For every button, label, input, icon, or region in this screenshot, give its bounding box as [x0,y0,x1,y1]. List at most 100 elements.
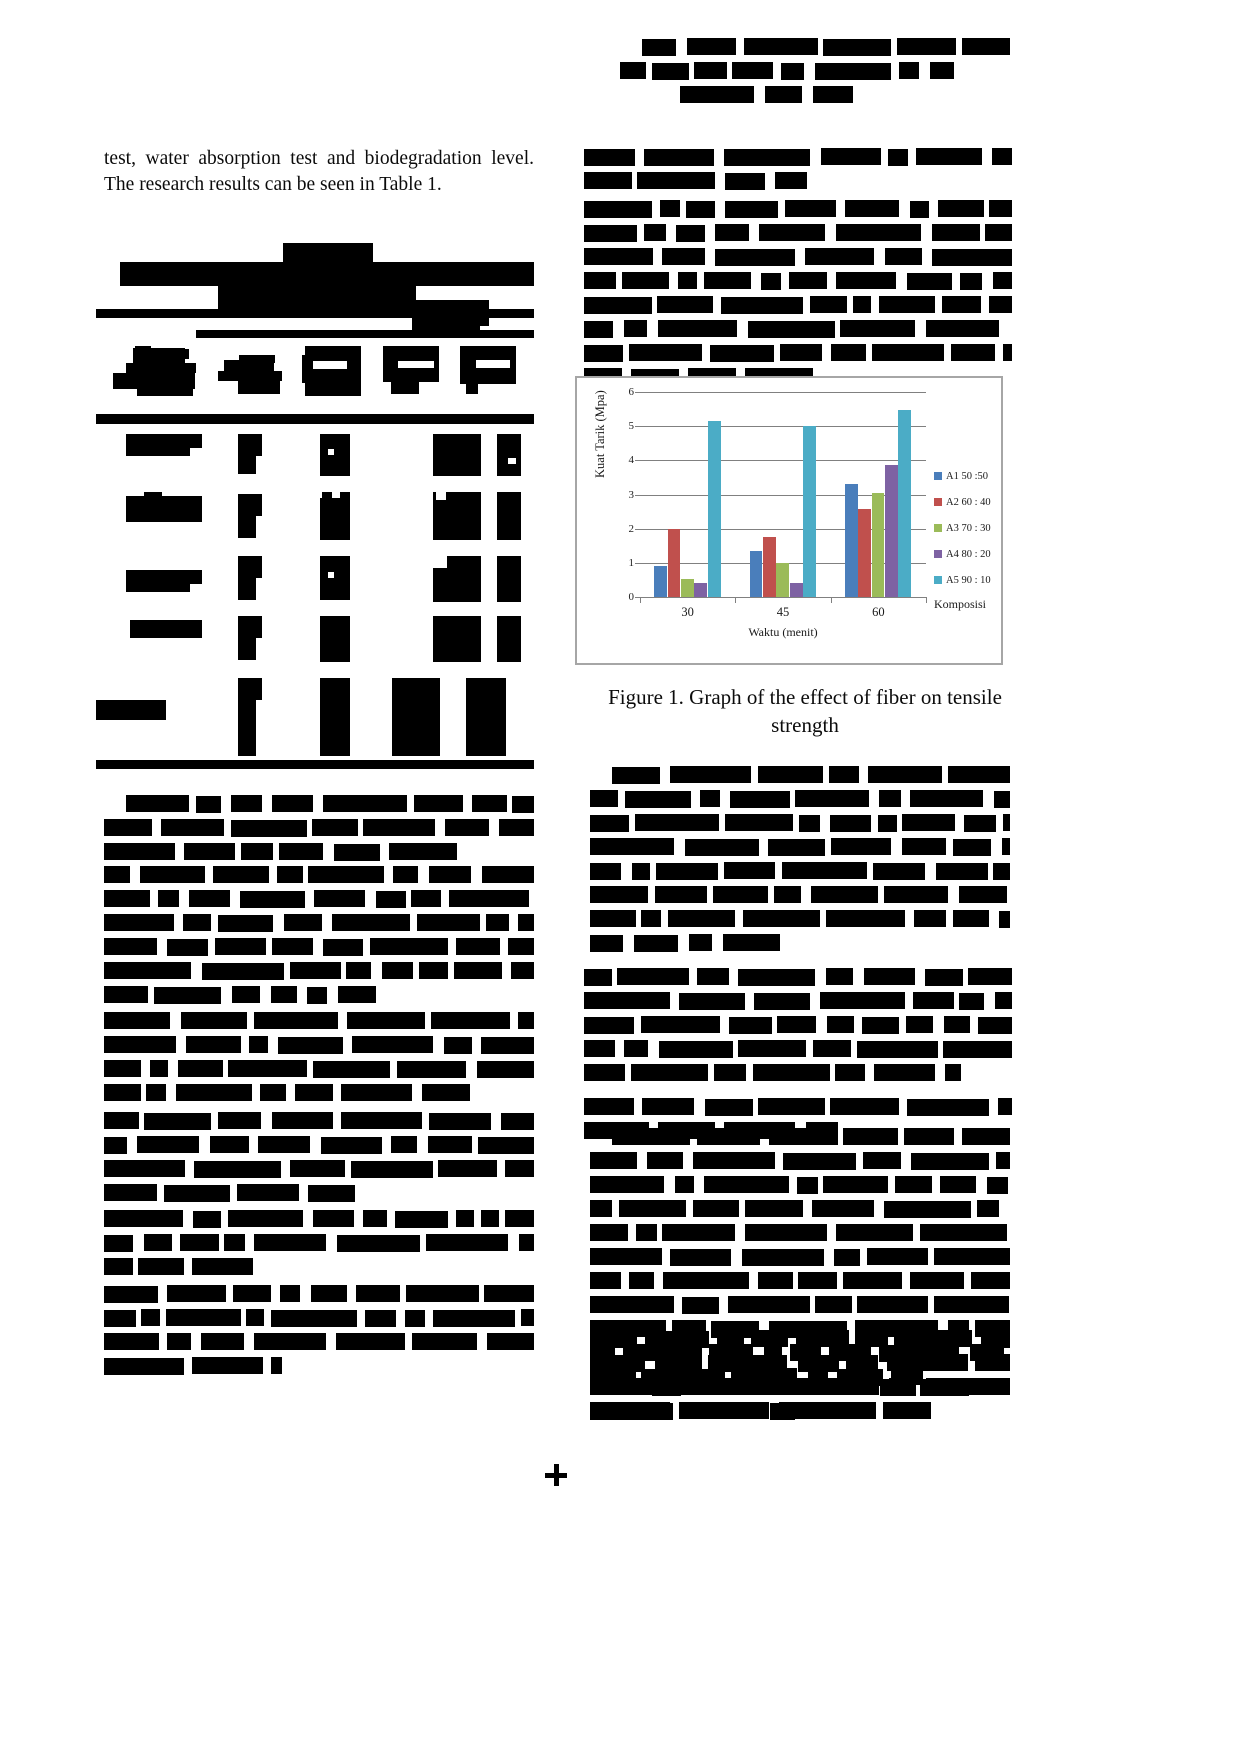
redaction-block [120,262,534,286]
redaction-block [913,992,954,1009]
redaction-block [853,296,871,313]
redaction-block [758,1098,825,1115]
redaction-block [96,309,534,318]
redaction-block [320,678,350,756]
redaction-block [363,1210,387,1227]
redaction-block [584,992,670,1009]
redaction-block [104,1358,184,1375]
redaction-block [823,39,891,56]
redaction-block [864,968,915,985]
redaction-block [347,1012,425,1029]
redaction-block [584,272,616,289]
chart-y-tick-label: 2 [628,522,635,535]
redaction-block [144,1234,172,1251]
redaction-block [975,1354,1010,1371]
redaction-block [662,248,705,265]
chart-x-tick-label: 30 [681,605,694,619]
redaction-block [476,360,510,368]
redaction-block [810,296,847,313]
redaction-block [295,1084,333,1101]
redaction-block [964,815,996,832]
redaction-block [799,815,820,832]
legend-item: A2 60 : 40 [934,489,1000,515]
redaction-block [934,1296,1009,1313]
redaction-block [130,620,202,638]
redaction-block [897,38,956,55]
redaction-block [694,62,727,79]
redaction-block [977,1200,999,1217]
chart-y-tick-mark [635,426,640,428]
chart-bar-group: 30 [640,392,735,619]
legend-item-label: A4 80 : 20 [946,548,991,560]
redaction-block [328,572,334,578]
redaction-block [843,1272,902,1289]
redaction-block [466,678,506,756]
redaction-block [745,1200,803,1217]
redaction-block [884,886,948,903]
redaction-block [584,321,613,338]
redaction-block [811,886,878,903]
redaction-block [625,791,691,808]
redaction-block [590,1176,664,1193]
redaction-block [906,1016,933,1033]
redaction-block [883,1402,931,1419]
redaction-block [985,224,1012,241]
chart-y-tick-label: 3 [628,488,635,501]
redaction-block [104,1258,133,1275]
redaction-block [196,330,534,338]
redaction-block [631,1064,708,1081]
redaction-block [508,458,516,464]
redaction-block [271,1357,282,1374]
redaction-block [943,1041,1012,1058]
redaction-block [962,1128,1010,1145]
redaction-block [422,1084,470,1101]
redaction-block [968,968,1012,985]
redaction-block [835,1064,865,1081]
redaction-block [104,1333,159,1350]
redaction-block [140,866,205,883]
redaction-block [914,910,946,927]
redaction-block [512,796,534,813]
redaction-block [962,38,1010,55]
redaction-block [414,795,463,812]
redaction-block [340,492,350,500]
redaction-block [936,863,988,880]
chart-y-tick-label: 0 [628,591,635,603]
redaction-block [738,1040,806,1057]
redaction-block [260,1084,286,1101]
redaction-block [104,1310,136,1327]
redaction-block [272,1112,333,1129]
legend-swatch-icon [934,576,942,584]
redaction-block [995,992,1012,1009]
chart-bar [667,528,681,597]
chart-x-tick-label: 60 [872,605,885,619]
redaction-block [624,320,647,337]
chart-x-tick-mark [640,597,641,603]
redaction-block [280,1285,300,1302]
redaction-block [641,1016,720,1033]
redaction-block [449,890,529,907]
redaction-block [196,796,221,813]
chart-bar [654,566,668,597]
redaction-block [397,1061,466,1078]
redaction-block [715,249,795,266]
redaction-block [141,1309,160,1326]
legend-item-label: A1 50 :50 [946,470,988,482]
redaction-block [584,1064,625,1081]
redaction-block [419,962,448,979]
chart-y-tick-mark [635,494,640,496]
redaction-block [438,1160,497,1177]
redaction-block [277,866,303,883]
redaction-block [201,1333,244,1350]
redaction-block [126,795,189,812]
redaction-block [352,1036,433,1053]
redaction-block [584,969,612,986]
redaction-block [855,1330,888,1347]
redaction-block [938,200,984,217]
chart-bar [694,583,708,597]
redaction-block [104,819,152,836]
redaction-block [932,224,980,241]
redaction-block [953,910,989,927]
redaction-block [180,1234,219,1251]
